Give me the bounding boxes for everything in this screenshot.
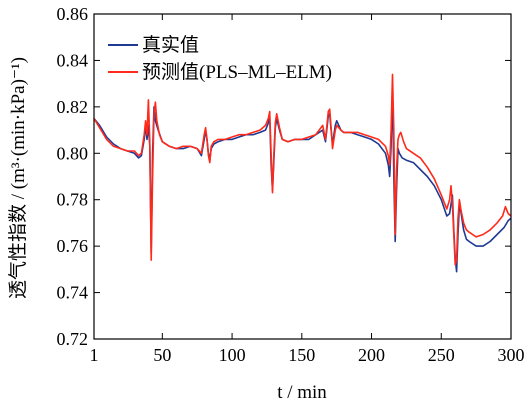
y-tick-label: 0.74 [57, 283, 89, 303]
x-tick-label: 1 [90, 345, 99, 365]
y-tick-label: 0.78 [57, 190, 89, 210]
y-tick-label: 0.86 [57, 4, 89, 24]
x-tick-label: 100 [219, 345, 246, 365]
y-tick-label: 0.76 [57, 236, 89, 256]
y-tick-label: 0.84 [57, 50, 89, 70]
y-axis-label: 透气性指数 / (m³·(min·kPa)⁻¹) [7, 57, 29, 299]
ticks: 1 50 100 150 200 250 3000.720.740.760.780.800.… [57, 4, 525, 365]
x-tick-label: 150 [288, 345, 315, 365]
plot-frame [93, 13, 512, 340]
x-tick-label: 50 [153, 345, 171, 365]
x-tick-label: 250 [428, 345, 455, 365]
series-line-1 [93, 73, 512, 266]
y-tick-label: 0.80 [57, 143, 89, 163]
legend-label-predicted: 预测值(PLS–ML–ELM) [142, 61, 332, 83]
y-tick-label: 0.72 [57, 329, 89, 349]
series-line-0 [93, 82, 512, 273]
legend-label-true: 真实值 [142, 34, 199, 56]
x-tick-label: 200 [358, 345, 385, 365]
plot-lines [93, 73, 512, 273]
x-axis-label: t / min [277, 382, 327, 403]
x-tick-label: 300 [498, 345, 525, 365]
y-tick-label: 0.82 [57, 97, 89, 117]
legend: 真实值 预测值(PLS–ML–ELM) [108, 34, 332, 83]
